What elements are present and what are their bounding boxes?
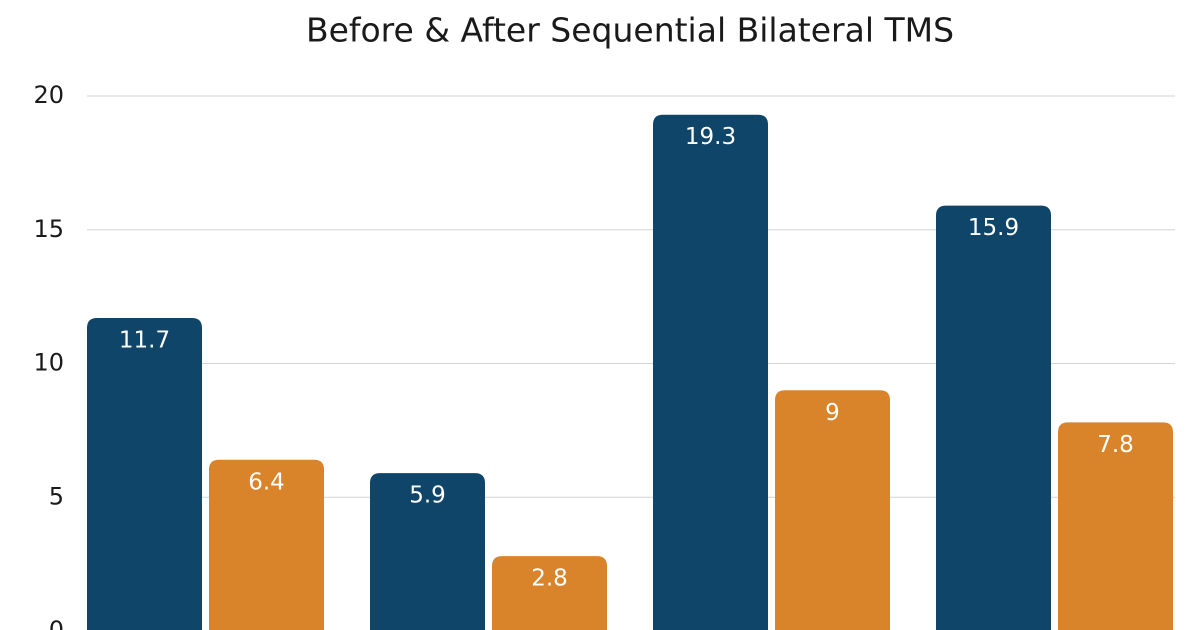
value-label: 15.9: [968, 215, 1019, 241]
bar: [492, 556, 607, 630]
value-label: 9: [825, 400, 840, 426]
value-label: 11.7: [119, 328, 170, 354]
y-tick-label: 5: [49, 482, 64, 510]
y-tick-label: 15: [33, 215, 64, 243]
y-tick-label: 0: [49, 616, 64, 630]
bar: [1058, 422, 1173, 630]
bar: [209, 459, 324, 630]
y-tick-label: 10: [33, 349, 64, 377]
chart-title: Before & After Sequential Bilateral TMS: [306, 11, 954, 50]
bar: [87, 318, 202, 630]
value-label: 19.3: [685, 124, 736, 150]
value-label: 5.9: [409, 483, 446, 509]
bar: [936, 205, 1051, 630]
bar: [775, 390, 890, 630]
y-tick-label: 20: [33, 81, 64, 109]
bar: [653, 114, 768, 630]
value-label: 6.4: [248, 469, 285, 495]
value-label: 2.8: [531, 566, 568, 592]
bar: [370, 473, 485, 630]
value-label: 7.8: [1097, 432, 1134, 458]
